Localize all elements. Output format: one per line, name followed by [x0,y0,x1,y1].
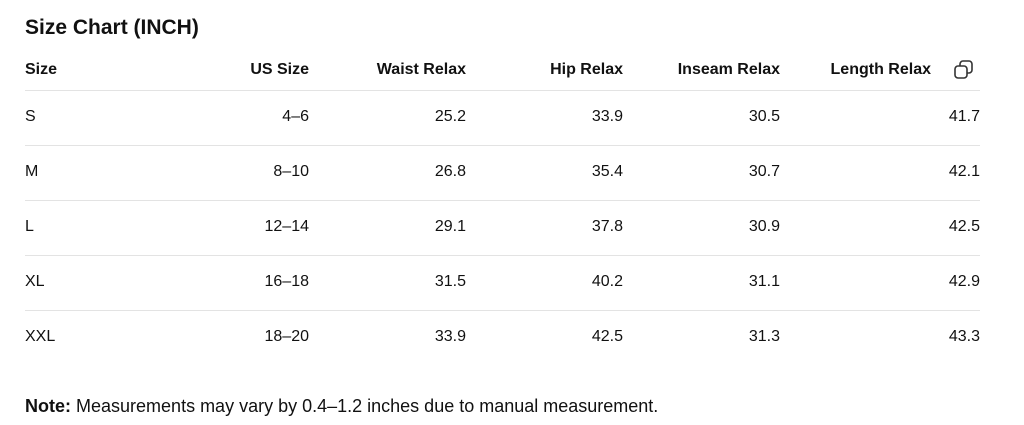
table-cell: 4–6 [282,108,309,125]
row-rule [25,145,980,146]
table-cell: 37.8 [591,218,623,235]
table-cell: 25.2 [434,108,466,125]
row-rule [25,255,980,256]
table-cell: 41.7 [948,108,980,125]
table-cell: 18–20 [264,328,310,345]
note-text: Measurements may vary by 0.4–1.2 inches … [76,396,659,416]
note-label: Note: [25,396,71,416]
table-cell: 31.3 [748,328,780,345]
table-cell: 29.1 [434,218,466,235]
table-cell: 42.5 [948,218,980,235]
table-cell: 30.9 [748,218,780,235]
table-cell: S [25,108,36,125]
table-cell: 30.7 [748,163,780,180]
title: Size Chart (INCH) [25,16,199,39]
table-cell: 42.5 [591,328,623,345]
table-cell: 8–10 [273,163,309,180]
column-header: Size [25,61,58,78]
table-cell: 26.8 [434,163,466,180]
table-cell: 31.5 [434,273,466,290]
column-header: Inseam Relax [677,61,780,78]
table-cell: 33.9 [434,328,466,345]
table-cell: 33.9 [591,108,623,125]
row-rule [25,200,980,201]
column-header: Waist Relax [376,61,466,78]
table-cell: 42.9 [948,273,980,290]
table-cell: XXL [25,328,56,345]
table-cell: 40.2 [591,273,623,290]
table-cell: XL [25,273,45,290]
table-cell: 43.3 [948,328,980,345]
table-cell: 30.5 [748,108,780,125]
table-cell: 42.1 [948,163,980,180]
table-cell: 16–18 [264,273,310,290]
column-header: US Size [250,61,309,78]
copy-button[interactable] [953,59,975,81]
table-cell: L [25,218,34,235]
column-header: Length Relax [830,61,931,78]
table-cell: 31.1 [748,273,780,290]
table-cell: M [25,163,39,180]
table-cell: 35.4 [591,163,623,180]
column-header: Hip Relax [550,61,623,78]
row-rule [25,310,980,311]
note: Note: Measurements may vary by 0.4–1.2 i… [25,396,658,417]
table-cell: 12–14 [264,218,310,235]
header-rule [25,90,980,91]
